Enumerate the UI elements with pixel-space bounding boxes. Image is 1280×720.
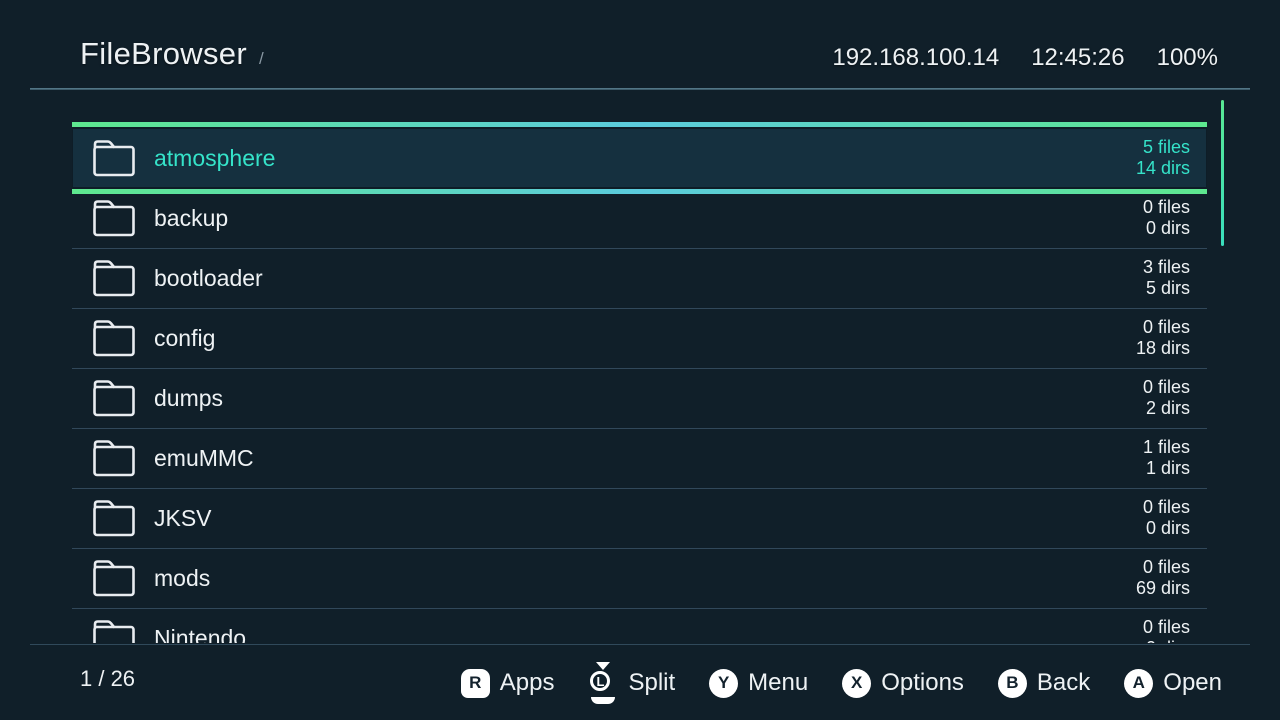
hint[interactable]: X Options [842,668,964,698]
hint[interactable]: B Back [997,668,1091,698]
file-name: atmosphere [154,144,276,171]
r-shoulder-button-icon: R [460,668,490,698]
folder-icon [93,140,135,177]
files-count: 0 files [1142,197,1190,217]
page-indicator: 1 / 26 [80,666,136,691]
file-counts: 3 files 5 dirs [1143,257,1190,299]
scrollbar-thumb[interactable] [1221,100,1224,246]
files-count: 1 files [1142,437,1190,457]
hint[interactable]: A Open [1124,668,1222,698]
files-count: 0 files [1142,497,1190,517]
app-title: FileBrowser [80,36,247,71]
hint-label: Menu [748,669,809,696]
dirs-count: 18 dirs [1135,338,1190,358]
dirs-count: 2 dirs [1145,398,1190,418]
file-row[interactable]: atmosphere 5 files 14 dirs [72,122,1207,194]
file-row[interactable]: Nintendo 0 files 0 dirs [72,608,1207,643]
file-name: dumps [154,384,224,411]
file-counts: 0 files 69 dirs [1136,557,1190,599]
button-hints: R Apps L Split Y Menu X Options B Back A… [460,660,1222,706]
file-row[interactable]: bootloader 3 files 5 dirs [72,248,1207,308]
folder-icon [93,440,135,477]
files-count: 5 files [1142,137,1190,157]
hint-label: Options [881,669,964,696]
row-divider [72,428,1207,429]
files-count: 0 files [1142,317,1190,337]
file-counts: 0 files 18 dirs [1136,317,1190,359]
row-divider [72,548,1207,549]
header-divider [30,88,1250,90]
file-counts: 0 files 0 dirs [1143,617,1190,643]
hint-label: Apps [499,669,555,696]
hint-label: Split [628,669,676,696]
row-divider [72,368,1207,369]
file-row[interactable]: emuMMC 1 files 1 dirs [72,428,1207,488]
file-row[interactable]: backup 0 files 0 dirs [72,188,1207,248]
y-button-icon: Y [709,668,739,698]
files-count: 3 files [1142,257,1190,277]
file-row[interactable]: config 0 files 18 dirs [72,308,1207,368]
folder-icon [93,200,135,237]
dirs-count: 69 dirs [1135,578,1190,598]
file-row[interactable]: mods 0 files 69 dirs [72,548,1207,608]
hint[interactable]: R Apps [460,668,555,698]
row-divider [72,308,1207,309]
breadcrumb: FileBrowser / [80,36,264,72]
hint-label: Back [1036,669,1091,696]
folder-icon [93,560,135,597]
file-name: mods [154,564,211,591]
current-path: / [258,49,264,68]
folder-icon [93,500,135,537]
footer-divider [30,644,1250,645]
file-name: Nintendo [154,624,247,644]
a-button-icon: A [1124,668,1154,698]
dirs-count: 0 dirs [1146,638,1190,643]
files-count: 0 files [1142,377,1190,397]
file-row[interactable]: JKSV 0 files 0 dirs [72,488,1207,548]
b-button-icon: B [997,668,1027,698]
file-row[interactable]: dumps 0 files 2 dirs [72,368,1207,428]
file-list: atmosphere 5 files 14 dirs backup 0 file… [72,100,1207,643]
file-counts: 0 files 2 dirs [1143,377,1190,419]
ip-address: 192.168.100.14 [832,44,1000,71]
dirs-count: 0 dirs [1145,518,1190,538]
x-button-icon: X [842,668,872,698]
row-divider [72,608,1207,609]
row-divider [72,248,1207,249]
file-counts: 0 files 0 dirs [1143,197,1190,239]
file-name: bootloader [154,264,263,291]
l-stick-press-icon: L [588,662,618,704]
dirs-count: 14 dirs [1135,158,1190,178]
hint-label: Open [1163,669,1222,696]
folder-icon [93,620,135,643]
files-count: 0 files [1142,557,1190,577]
file-name: JKSV [154,504,212,531]
clock: 12:45:26 [1031,44,1125,71]
file-name: backup [154,204,229,231]
file-name: config [154,324,216,351]
hint[interactable]: L Split [588,662,675,704]
folder-icon [93,380,135,417]
file-list-rows: atmosphere 5 files 14 dirs backup 0 file… [72,100,1207,643]
row-divider [72,488,1207,489]
battery-level: 100% [1156,44,1218,71]
selection-highlight [72,122,1207,194]
file-counts: 5 files 14 dirs [1136,137,1190,179]
dirs-count: 0 dirs [1145,218,1190,238]
dirs-count: 5 dirs [1145,278,1190,298]
status-bar: 192.168.100.14 12:45:26 100% [832,44,1218,72]
hint[interactable]: Y Menu [709,668,809,698]
files-count: 0 files [1142,617,1190,637]
dirs-count: 1 dirs [1145,458,1190,478]
file-counts: 1 files 1 dirs [1143,437,1190,479]
folder-icon [93,260,135,297]
file-counts: 0 files 0 dirs [1143,497,1190,539]
folder-icon [93,320,135,357]
file-name: emuMMC [154,444,254,471]
